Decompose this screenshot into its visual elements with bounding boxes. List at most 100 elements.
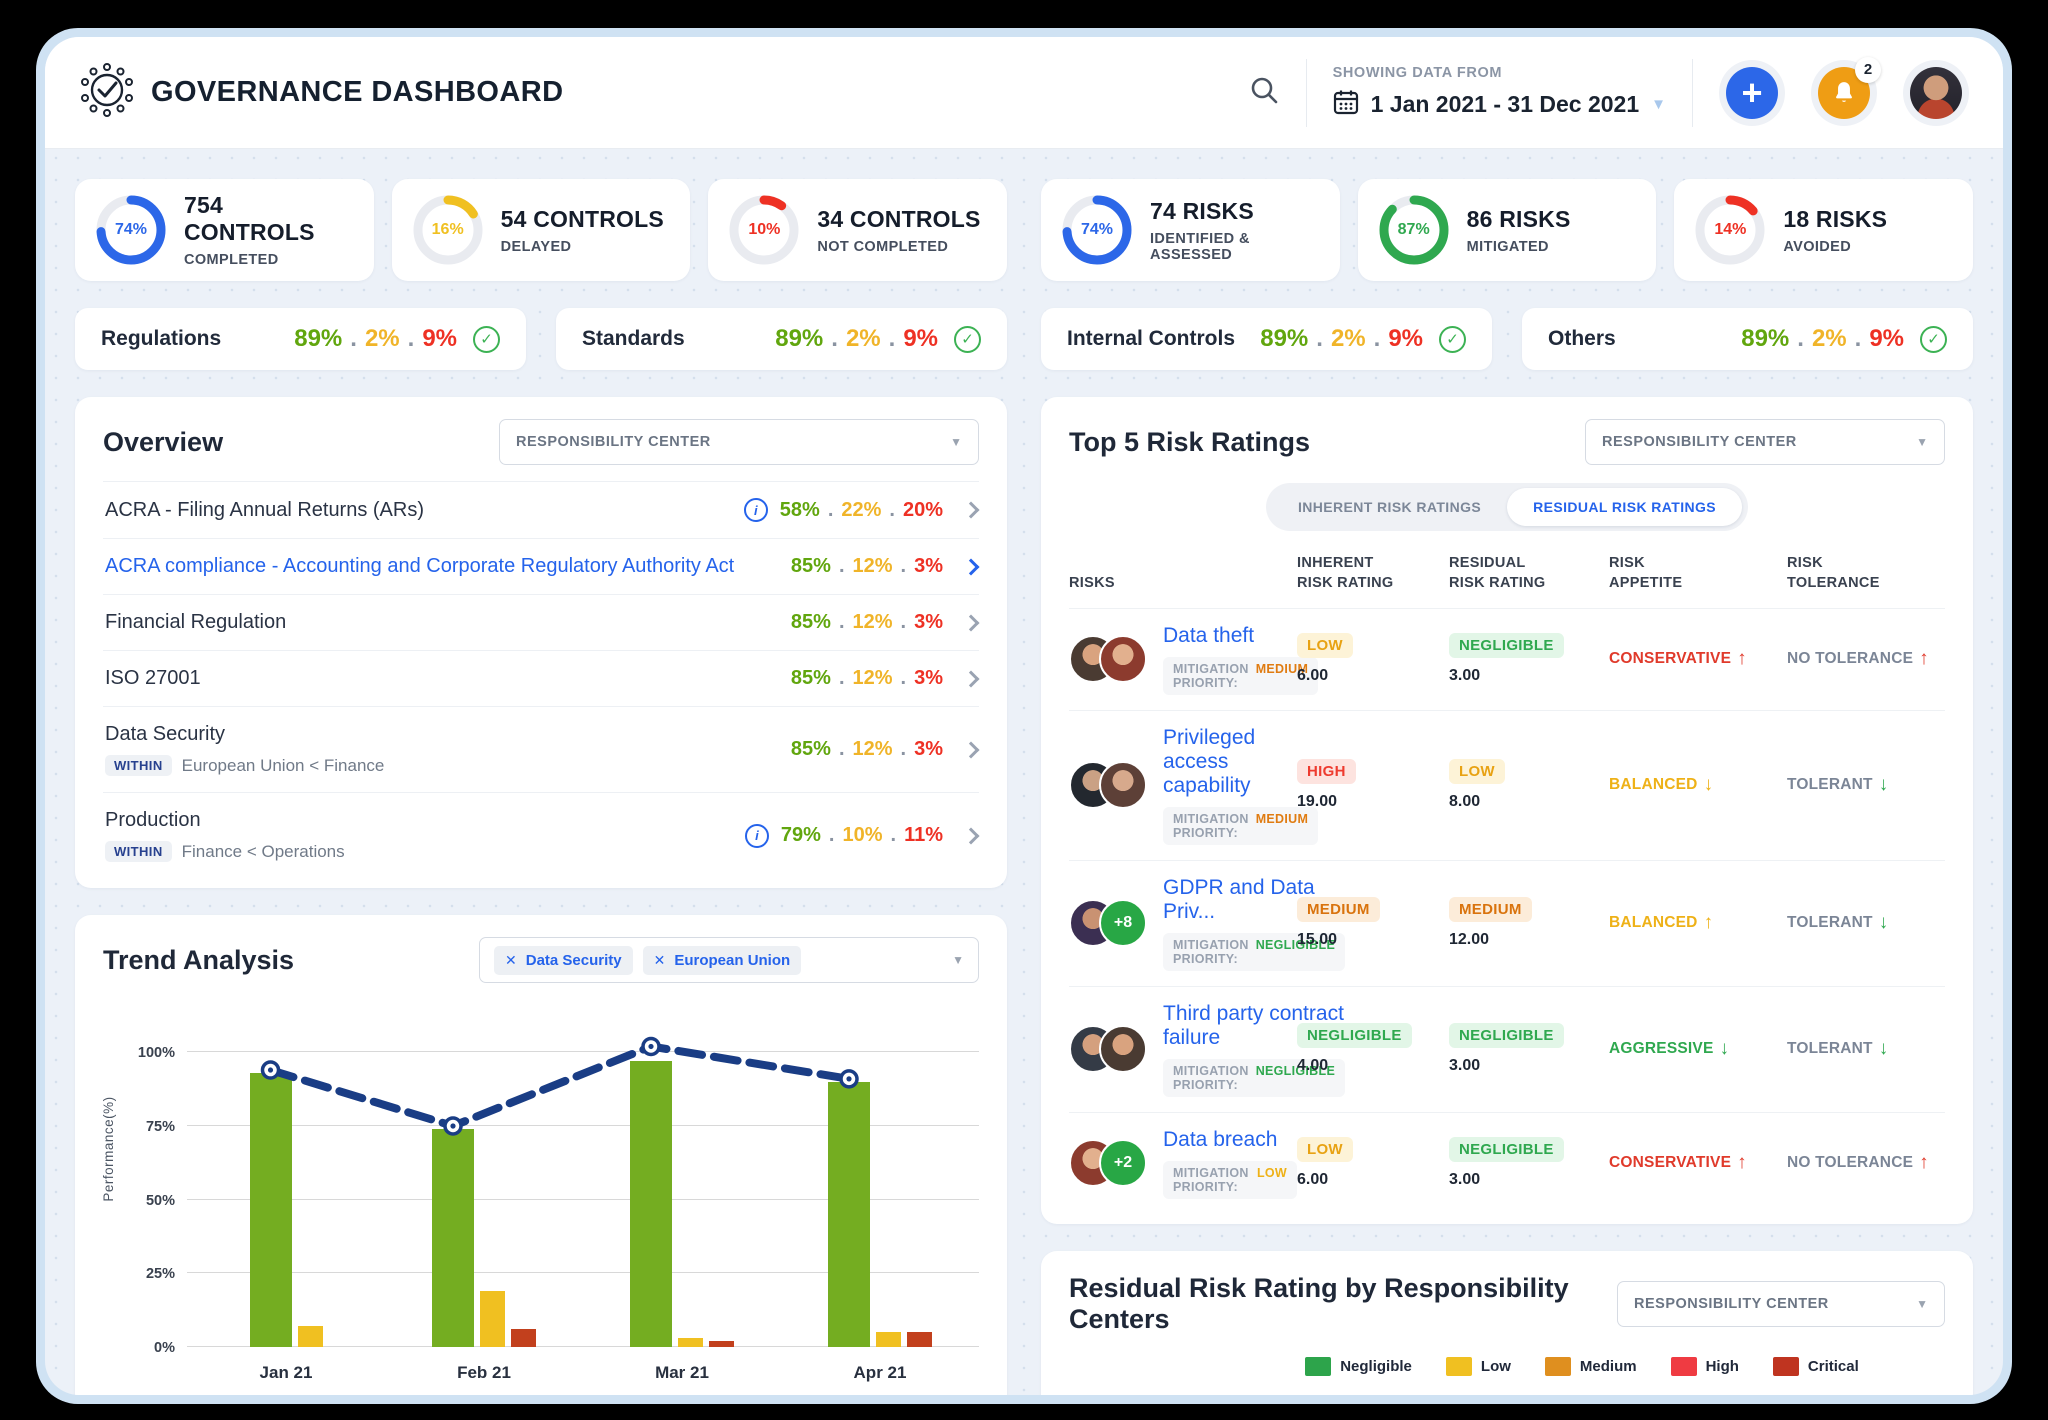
kpi-donut-chart: 74% <box>93 192 169 268</box>
overview-row-values: 85%. 12%. 3% <box>791 738 980 761</box>
date-range-dropdown[interactable]: 1 Jan 2021 - 31 Dec 2021 ▼ <box>1333 89 1666 120</box>
residual-bar-row: VComply, Inc. <box>1089 1392 1945 1395</box>
residual-responsibility-center-dropdown[interactable]: RESPONSIBILITY CENTER ▼ <box>1617 1280 1945 1327</box>
residual-rating-badge: NEGLIGIBLE <box>1449 1137 1564 1163</box>
arrow-down-icon: ↓ <box>1719 1038 1730 1060</box>
user-avatar[interactable] <box>1910 66 1962 119</box>
dot-separator: . <box>838 555 845 577</box>
dot-separator: . <box>827 498 834 521</box>
risk-name-link[interactable]: GDPR and Data Priv... <box>1163 875 1315 923</box>
delayed-pct: 10% <box>842 824 883 846</box>
chevron-down-icon: ▼ <box>1916 1296 1928 1311</box>
trend-filter-multiselect[interactable]: ✕ Data Security ✕ European Union ▼ <box>479 937 979 983</box>
inherent-rating-value: 6.00 <box>1297 1171 1329 1189</box>
overview-row[interactable]: ACRA - Filing Annual Returns (ARs) i 58%. 2… <box>103 481 980 538</box>
overview-row[interactable]: Production WITHIN Finance < Operations i 79%… <box>103 792 980 878</box>
kpi-row-risks: 74% 74 RISKS IDENTIFIED & ASSESSED 87% 86 RI… <box>1041 179 1973 281</box>
dashboard-frame: GOVERNANCE DASHBOARD SHOWING DATA FROM <box>36 28 2012 1404</box>
risk-table-header: RISKS INHERENT RISK RATING RESIDUAL RISK… <box>1069 555 1880 592</box>
mitigation-priority-chip: MITIGATION PRIORITY: NEGLIGIBLE <box>1163 1058 1346 1097</box>
summary-card: Others 89%. 2%. 9% ✓ <box>1522 308 1973 370</box>
remove-filter-icon[interactable]: ✕ <box>653 951 666 968</box>
risk-name-block: Privileged access capability MITIGATION P… <box>1163 725 1319 845</box>
overview-row-values: 85%. 12%. 3% <box>790 555 980 578</box>
residual-rating-badge: MEDIUM <box>1449 897 1532 923</box>
risk-appetite-cell: CONSERVATIVE ↑ <box>1609 648 1787 670</box>
completion-percentages: 85%. 12%. 3% <box>791 667 943 690</box>
trend-bar-delayed <box>297 1326 323 1347</box>
avatar-overflow-badge: +2 <box>1099 1139 1147 1188</box>
overview-row-text: ISO 27001 <box>105 667 201 690</box>
add-button[interactable]: + <box>1726 66 1778 119</box>
tab-residual-risk-ratings[interactable]: RESIDUAL RISK RATINGS <box>1507 488 1743 526</box>
residual-rating-value: 3.00 <box>1449 667 1481 685</box>
chevron-right-icon[interactable] <box>962 501 980 519</box>
overview-row[interactable]: Financial Regulation 85%. 12%. 3% <box>103 594 980 650</box>
completed-pct: 85% <box>790 738 831 760</box>
remove-filter-icon[interactable]: ✕ <box>505 951 517 968</box>
risk-name-cell: +8 GDPR and Data Priv... MITIGATION PRIORI… <box>1069 876 1346 971</box>
chevron-right-icon[interactable] <box>962 741 980 758</box>
kpi-card: 14% 18 RISKS AVOIDED <box>1674 179 1973 281</box>
risk-name-link[interactable]: Data theft <box>1163 623 1255 647</box>
risk-rating-tabs: INHERENT RISK RATINGS RESIDUAL RISK RATI… <box>1265 483 1749 531</box>
avatar-stack <box>1069 761 1149 810</box>
risk-name-cell: +2 Data breach MITIGATION PRIORITY: LOW <box>1069 1128 1297 1199</box>
inherent-risk-rating-cell: LOW 6.00 <box>1297 633 1449 685</box>
risk-name-link[interactable]: Data breach <box>1163 1127 1278 1151</box>
dot-separator: . <box>900 667 907 689</box>
delayed-pct: 22% <box>841 498 882 521</box>
overview-row[interactable]: ACRA compliance - Accounting and Corpora… <box>103 538 980 594</box>
header-divider <box>1692 58 1693 127</box>
tab-inherent-risk-ratings[interactable]: INHERENT RISK RATINGS <box>1272 488 1507 526</box>
kpi-card: 10% 34 CONTROLS NOT COMPLETED <box>708 179 1007 281</box>
avatar <box>1099 761 1147 810</box>
avatar <box>1099 1025 1147 1074</box>
trend-x-axis-labels: Jan 21 Feb 21 Mar 21 Apr 21 <box>187 1363 979 1383</box>
kpi-text: 34 CONTROLS NOT COMPLETED <box>817 206 980 255</box>
kpi-donut-chart: 87% <box>1376 192 1452 268</box>
completed-pct: 85% <box>790 555 831 577</box>
chevron-down-icon: ▼ <box>1916 435 1928 449</box>
completed-pct: 89% <box>775 325 824 352</box>
legend-label: High <box>1705 1357 1739 1375</box>
delayed-pct: 2% <box>1330 325 1366 352</box>
risk-name-link[interactable]: Third party contract failure <box>1163 1001 1344 1049</box>
overview-item-name[interactable]: ACRA compliance - Accounting and Corpora… <box>105 555 735 577</box>
legend-item-high: High <box>1670 1356 1739 1376</box>
legend-swatch <box>1544 1356 1571 1376</box>
inherent-rating-value: 4.00 <box>1297 1057 1329 1075</box>
risk-responsibility-center-dropdown[interactable]: RESPONSIBILITY CENTER ▼ <box>1585 419 1945 465</box>
filter-chip[interactable]: ✕ European Union <box>642 945 802 975</box>
search-icon[interactable] <box>1248 74 1280 111</box>
risk-name-link[interactable]: Privileged access capability <box>1163 725 1256 797</box>
completion-percentages: 58%. 22%. 20% <box>780 499 943 522</box>
summary-label: Regulations <box>101 327 222 350</box>
avatar-overflow-badge: +8 <box>1099 899 1147 948</box>
chevron-right-icon[interactable] <box>962 614 980 631</box>
info-icon[interactable]: i <box>743 498 768 522</box>
completion-percentages: 85%. 12%. 3% <box>791 738 943 761</box>
overview-responsibility-center-dropdown[interactable]: RESPONSIBILITY CENTER ▼ <box>499 419 979 465</box>
arrow-down-icon: ↓ <box>1878 774 1889 796</box>
arrow-down-icon: ↓ <box>1703 774 1714 796</box>
risk-table-row: Privileged access capability MITIGATION P… <box>1069 709 1945 860</box>
left-column: 74% 754 CONTROLS COMPLETED 16% 54 CONTROLS DE… <box>75 179 1007 1395</box>
summary-label: Standards <box>582 327 685 350</box>
kpi-text: 54 CONTROLS DELAYED <box>501 206 664 255</box>
overview-row[interactable]: ISO 27001 85%. 12%. 3% <box>103 650 980 706</box>
calendar-icon <box>1333 89 1359 120</box>
kpi-label: DELAYED <box>500 238 572 255</box>
chevron-right-icon[interactable] <box>962 670 980 687</box>
info-icon[interactable]: i <box>744 823 769 848</box>
chevron-right-icon[interactable] <box>962 558 980 575</box>
kpi-percentage: 16% <box>431 221 464 238</box>
legend-item-low: Low <box>1445 1356 1511 1376</box>
showing-data-label: SHOWING DATA FROM <box>1332 65 1503 81</box>
completed-pct: 89% <box>1741 325 1790 352</box>
chevron-right-icon[interactable] <box>962 827 980 844</box>
filter-chip[interactable]: ✕ Data Security <box>494 945 633 975</box>
overview-row[interactable]: Data Security WITHIN European Union < Fina… <box>103 706 980 792</box>
delayed-pct: 12% <box>852 555 893 577</box>
dot-separator: . <box>888 325 896 352</box>
